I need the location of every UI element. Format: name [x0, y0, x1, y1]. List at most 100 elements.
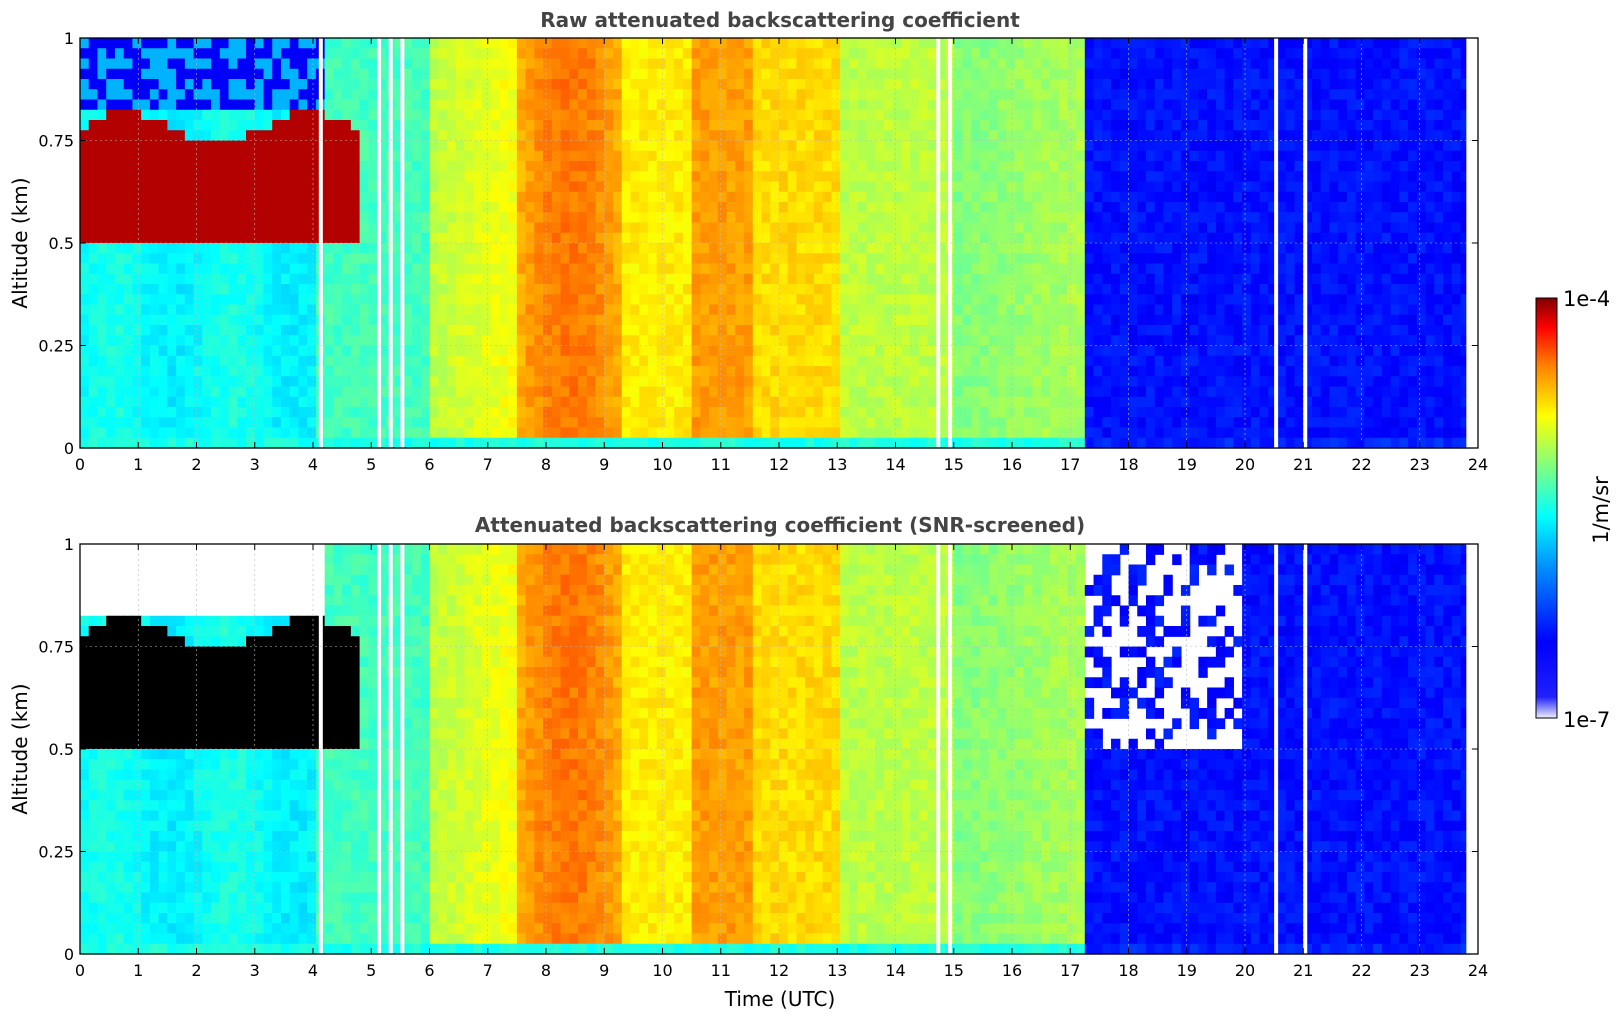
- heatmap-cell: [80, 150, 90, 162]
- heatmap-cell: [342, 171, 352, 183]
- heatmap-cell: [158, 417, 168, 429]
- heatmap-cell: [420, 284, 431, 295]
- heatmap-cell: [516, 273, 527, 285]
- heatmap-cell: [420, 232, 431, 244]
- heatmap-cell: [499, 79, 509, 90]
- heatmap-cell: [508, 48, 518, 60]
- heatmap-cell: [193, 355, 203, 367]
- heatmap-cell: [901, 427, 911, 439]
- heatmap-cell: [333, 325, 343, 336]
- heatmap-cell: [464, 38, 474, 49]
- heatmap-cell: [656, 253, 667, 265]
- heatmap-cell: [901, 314, 911, 326]
- heatmap-cell: [114, 314, 125, 326]
- heatmap-cell: [709, 38, 719, 49]
- heatmap-cell: [639, 407, 649, 418]
- heatmap-cell: [709, 345, 719, 357]
- heatmap-cell: [822, 109, 833, 121]
- heatmap-cell: [1084, 437, 1095, 449]
- heatmap-cell: [936, 243, 946, 254]
- heatmap-cell: [787, 294, 798, 306]
- heatmap-cell: [647, 345, 658, 357]
- heatmap-cell: [770, 140, 780, 152]
- heatmap-cell: [1023, 396, 1033, 408]
- heatmap-cell: [149, 130, 160, 142]
- heatmap-cell: [464, 140, 474, 152]
- heatmap-cell: [761, 304, 771, 316]
- heatmap-cell: [726, 109, 736, 121]
- heatmap-cell: [333, 130, 343, 142]
- heatmap-cell: [1006, 284, 1016, 295]
- heatmap-cell: [1128, 243, 1138, 254]
- heatmap-cell: [1093, 314, 1103, 326]
- heatmap-cell: [612, 89, 623, 101]
- heatmap-cell: [997, 150, 1007, 162]
- heatmap-cell: [254, 304, 265, 316]
- heatmap-cell: [333, 212, 343, 224]
- heatmap-cell: [149, 253, 160, 265]
- heatmap-cell: [796, 263, 806, 275]
- heatmap-cell: [1014, 366, 1025, 377]
- heatmap-cell: [141, 171, 151, 183]
- heatmap-cell: [429, 202, 439, 213]
- heatmap-cell: [438, 99, 448, 111]
- heatmap-cell: [857, 191, 867, 203]
- heatmap-cell: [1084, 314, 1095, 326]
- heatmap-cell: [280, 253, 291, 265]
- heatmap-cell: [918, 253, 929, 265]
- heatmap-cell: [123, 150, 134, 162]
- heatmap-cell: [691, 130, 701, 142]
- heatmap-cell: [464, 171, 474, 183]
- heatmap-cell: [219, 407, 230, 418]
- chart-title: Raw attenuated backscattering coefficien…: [540, 8, 1020, 32]
- heatmap-cell: [656, 304, 667, 316]
- heatmap-cell: [272, 181, 282, 193]
- heatmap-cell: [901, 181, 911, 193]
- heatmap-cell: [988, 284, 999, 295]
- heatmap-cell: [822, 140, 833, 152]
- heatmap-cell: [1093, 376, 1103, 388]
- heatmap-cell: [167, 355, 177, 367]
- heatmap-cell: [324, 171, 334, 183]
- heatmap-cell: [595, 120, 605, 131]
- heatmap-cell: [578, 68, 588, 80]
- heatmap-cell: [569, 38, 579, 49]
- heatmap-cell: [979, 222, 990, 234]
- heatmap-cell: [377, 222, 387, 234]
- heatmap-cell: [656, 140, 667, 152]
- heatmap-cell: [123, 89, 134, 101]
- heatmap-cell: [726, 202, 736, 213]
- heatmap-cell: [114, 130, 125, 142]
- heatmap-cell: [700, 366, 710, 377]
- heatmap-cell: [901, 99, 911, 111]
- heatmap-cell: [455, 181, 466, 193]
- heatmap-cell: [228, 376, 238, 388]
- heatmap-cell: [848, 68, 859, 80]
- heatmap-cell: [1014, 386, 1025, 398]
- heatmap-cell: [551, 89, 562, 101]
- heatmap-cell: [682, 417, 693, 429]
- heatmap-cell: [560, 191, 570, 203]
- heatmap-cell: [1049, 345, 1060, 357]
- heatmap-cell: [350, 417, 361, 429]
- heatmap-cell: [263, 212, 273, 224]
- heatmap-cell: [656, 273, 667, 285]
- heatmap-cell: [674, 191, 684, 203]
- heatmap-cell: [202, 181, 212, 193]
- heatmap-cell: [132, 396, 142, 408]
- heatmap-cell: [796, 130, 806, 142]
- heatmap-cell: [578, 325, 588, 336]
- heatmap-cell: [682, 171, 693, 183]
- heatmap-cell: [761, 294, 771, 306]
- heatmap-cell: [1128, 130, 1138, 142]
- heatmap-cell: [630, 202, 640, 213]
- heatmap-cell: [569, 407, 579, 418]
- heatmap-cell: [1111, 150, 1121, 162]
- heatmap-cell: [543, 202, 553, 213]
- heatmap-cell: [988, 150, 999, 162]
- heatmap-cell: [141, 150, 151, 162]
- heatmap-cell: [866, 120, 876, 131]
- heatmap-cell: [901, 345, 911, 357]
- heatmap-cell: [446, 58, 457, 70]
- heatmap-cell: [770, 304, 780, 316]
